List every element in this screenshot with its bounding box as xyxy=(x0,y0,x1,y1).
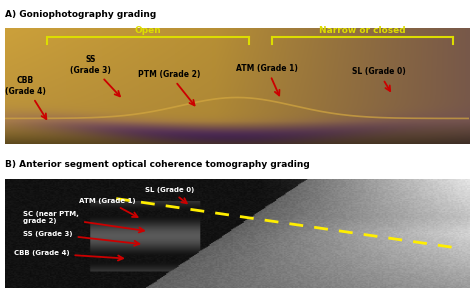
Text: ATM (Grade 1): ATM (Grade 1) xyxy=(236,64,298,95)
Text: A) Goniophotography grading: A) Goniophotography grading xyxy=(5,10,156,19)
Text: CBB
(Grade 4): CBB (Grade 4) xyxy=(5,76,46,119)
Text: Open: Open xyxy=(134,26,161,35)
Text: CBB (Grade 4): CBB (Grade 4) xyxy=(14,250,123,260)
Text: B) Anterior segment optical coherence tomography grading: B) Anterior segment optical coherence to… xyxy=(5,160,310,169)
Text: SL (Grade 0): SL (Grade 0) xyxy=(145,187,194,203)
Text: SS (Grade 3): SS (Grade 3) xyxy=(23,230,139,246)
Text: SC (near PTM,
grade 2): SC (near PTM, grade 2) xyxy=(23,211,144,233)
Text: SS
(Grade 3): SS (Grade 3) xyxy=(70,55,120,96)
Text: PTM (Grade 2): PTM (Grade 2) xyxy=(138,70,201,105)
Text: Narrow or closed: Narrow or closed xyxy=(319,26,406,35)
Text: ATM (Grade 1): ATM (Grade 1) xyxy=(79,198,137,217)
Text: SL (Grade 0): SL (Grade 0) xyxy=(352,68,406,91)
